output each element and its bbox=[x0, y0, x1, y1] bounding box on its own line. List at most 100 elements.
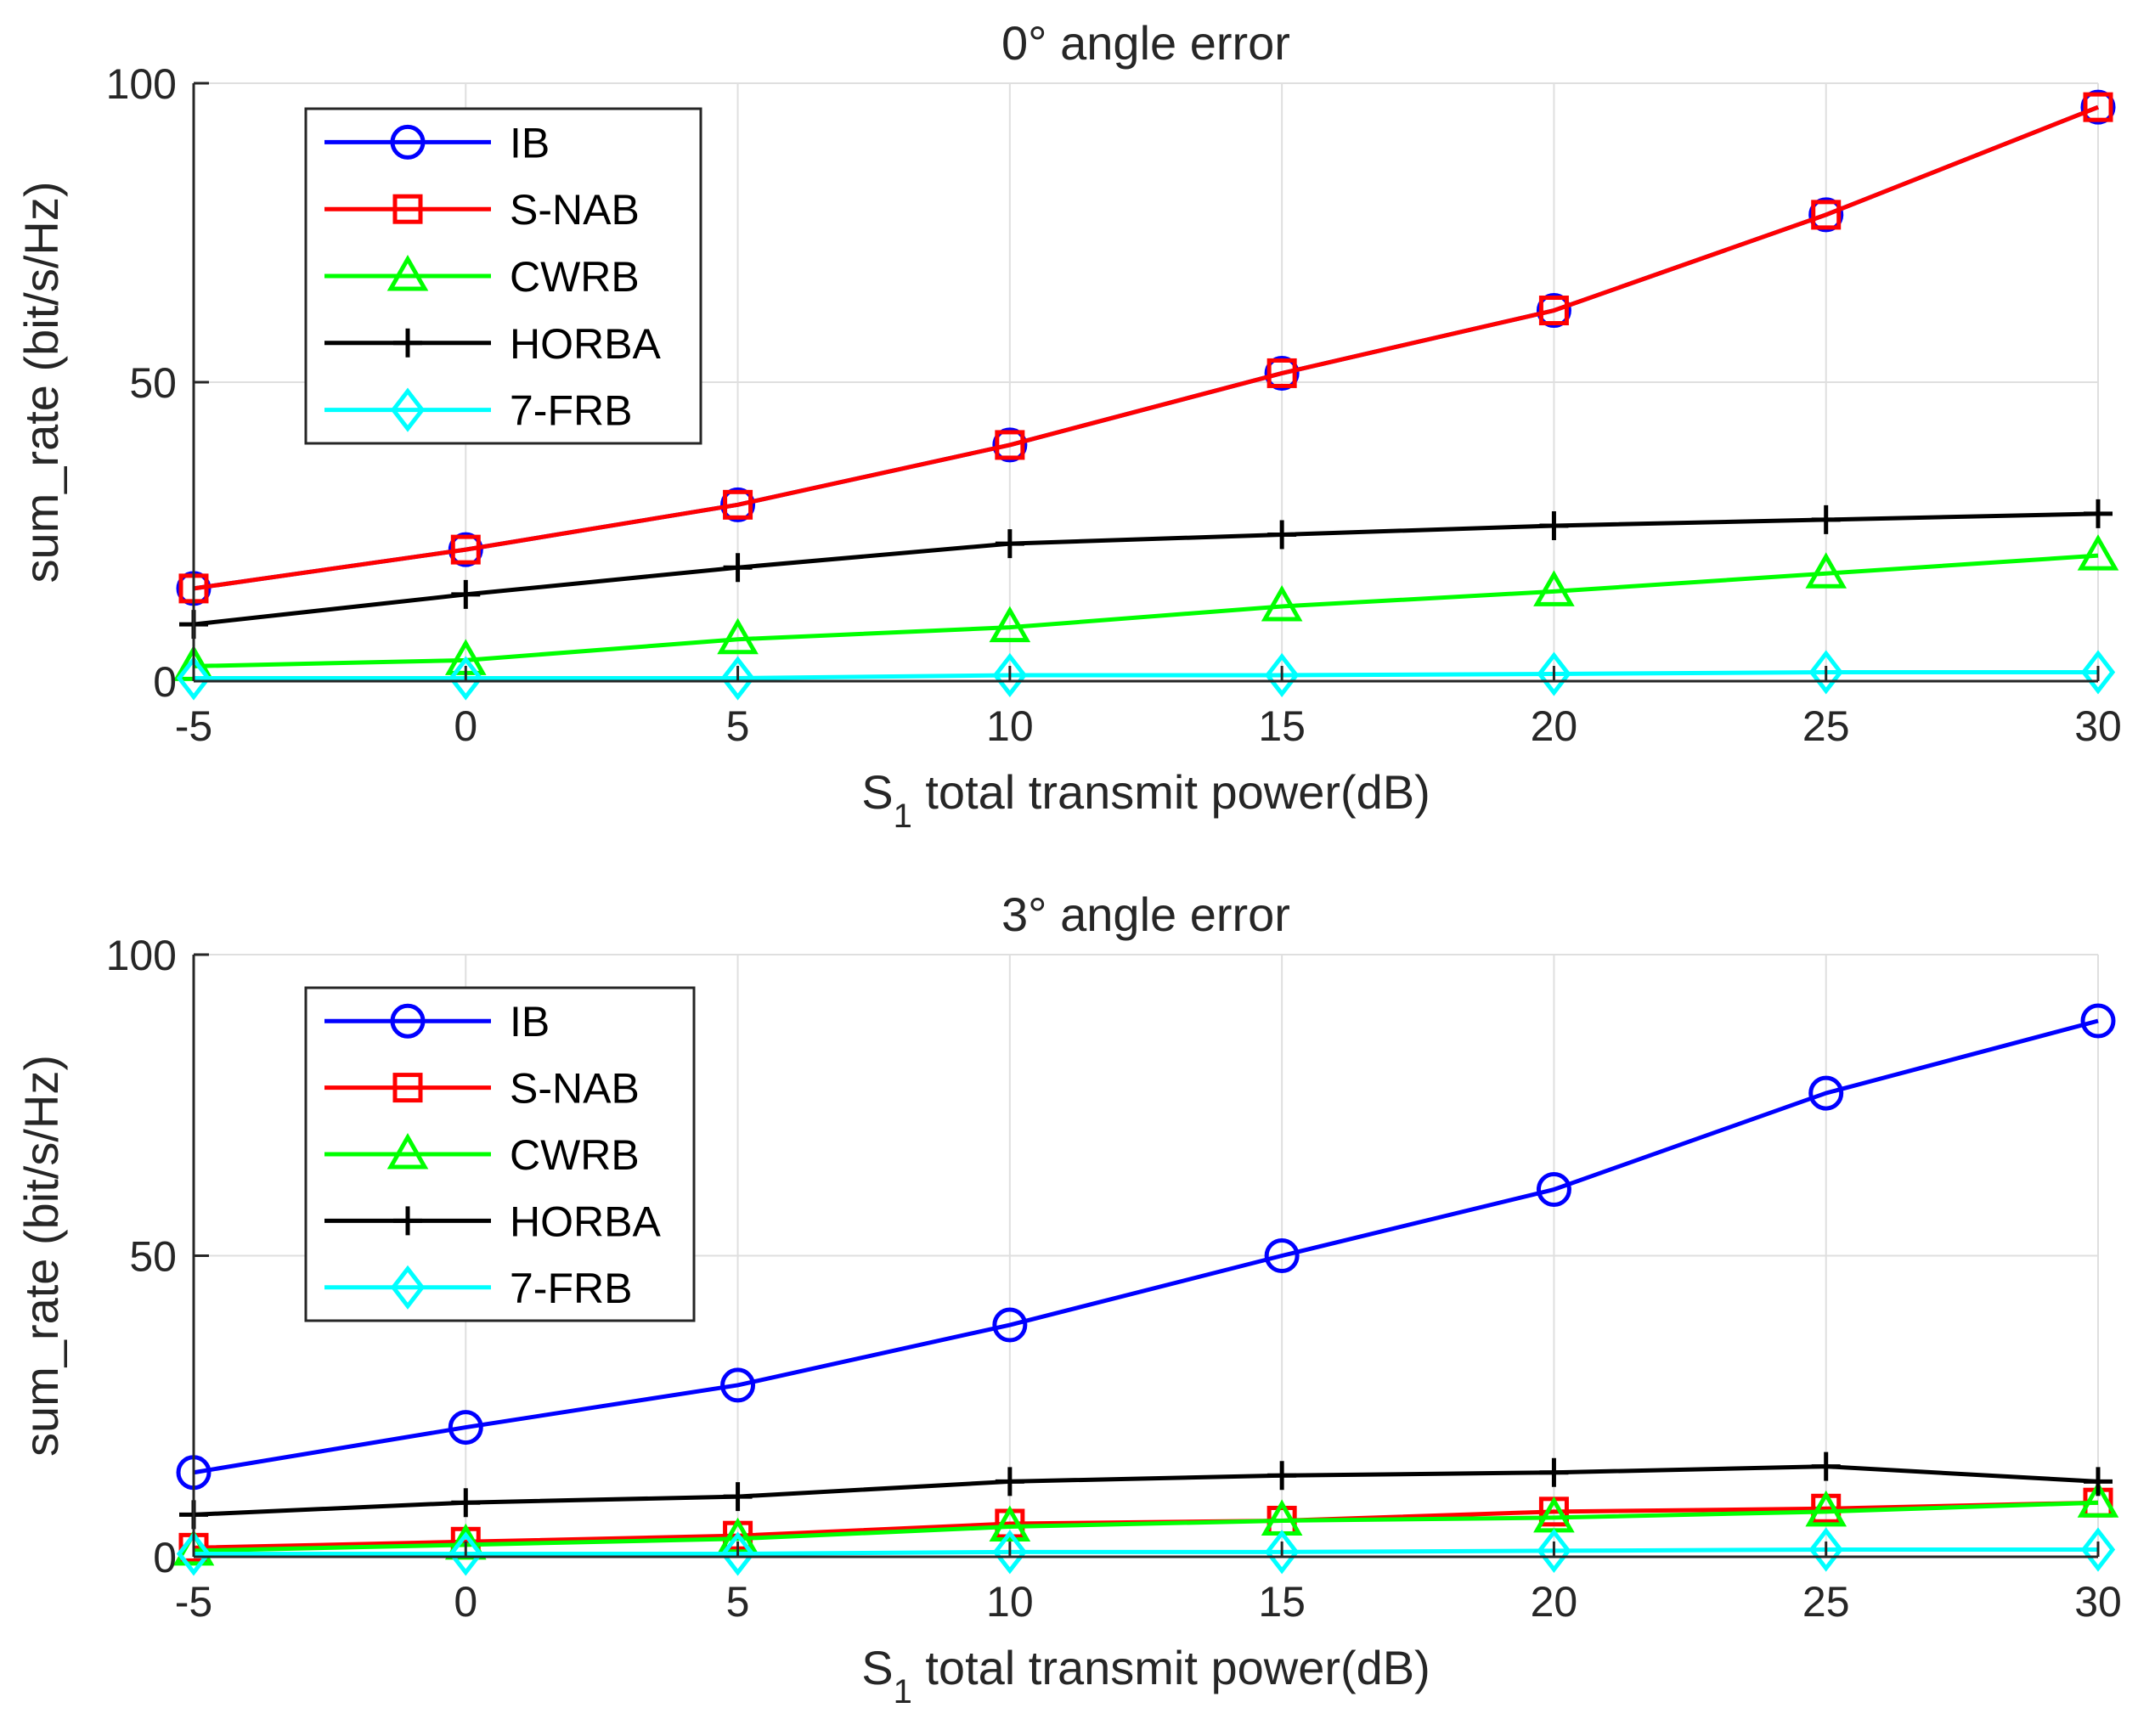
x-tick-label: 15 bbox=[1258, 702, 1306, 750]
data-point-horba bbox=[451, 1488, 481, 1518]
data-point-7-frb bbox=[1808, 650, 1843, 695]
data-point-horba bbox=[1267, 520, 1297, 550]
x-tick-label: 20 bbox=[1531, 702, 1578, 750]
x-tick-label: 0 bbox=[454, 1578, 477, 1626]
data-point-7-frb bbox=[176, 1531, 212, 1576]
data-point-ib bbox=[1536, 293, 1571, 329]
series-line-horba bbox=[193, 511, 2099, 627]
data-point-cwrb bbox=[989, 606, 1031, 643]
data-point-cwrb bbox=[2077, 1481, 2119, 1518]
data-point-7-frb bbox=[448, 1531, 483, 1576]
data-point-ib bbox=[1264, 1238, 1300, 1273]
legend-marker-7-frb bbox=[390, 387, 426, 432]
x-tick-label: -5 bbox=[175, 1578, 212, 1626]
x-tick-label: -5 bbox=[175, 702, 212, 750]
x-axis-label-rest: total transmit power(dB) bbox=[912, 1641, 1430, 1694]
data-point-ib bbox=[1808, 1075, 1844, 1111]
data-point-7-frb bbox=[2080, 650, 2116, 695]
legend-marker-cwrb bbox=[386, 254, 429, 291]
data-point-s-nab bbox=[450, 534, 481, 565]
x-axis-label-rest: total transmit power(dB) bbox=[912, 765, 1430, 819]
data-point-horba bbox=[723, 553, 753, 583]
data-point-horba bbox=[2084, 499, 2113, 528]
series-line-cwrb bbox=[193, 1500, 2099, 1553]
y-axis-label: sum_rate (bit/s/Hz) bbox=[14, 182, 68, 583]
y-tick-label: 100 bbox=[106, 60, 177, 108]
data-point-cwrb bbox=[1805, 1490, 1847, 1527]
legend: IB S-NAB CWRB HORBA 7-FRB bbox=[304, 986, 696, 1322]
data-point-horba bbox=[2084, 1467, 2113, 1496]
data-point-horba bbox=[1811, 1451, 1841, 1481]
data-point-ib bbox=[1808, 197, 1844, 233]
legend-marker-horba bbox=[393, 328, 422, 358]
y-tick-label: 100 bbox=[106, 932, 177, 979]
data-point-horba bbox=[995, 1467, 1024, 1496]
x-tick-label: 5 bbox=[726, 1578, 750, 1626]
x-tick-label: 15 bbox=[1258, 1578, 1306, 1626]
data-point-ib bbox=[720, 487, 756, 522]
legend-label-ib: IB bbox=[510, 998, 550, 1046]
series-line-cwrb bbox=[193, 553, 2099, 668]
legend-marker-7-frb bbox=[390, 1265, 426, 1310]
data-point-s-nab bbox=[2083, 92, 2113, 122]
legend-marker-s-nab bbox=[392, 194, 423, 224]
x-tick-label: 10 bbox=[986, 702, 1034, 750]
data-point-ib bbox=[1264, 355, 1300, 391]
data-point-7-frb bbox=[2080, 1527, 2116, 1572]
data-point-ib bbox=[448, 1410, 483, 1446]
y-tick-label: 50 bbox=[129, 1233, 177, 1281]
y-tick-label: 0 bbox=[153, 658, 177, 706]
data-point-ib bbox=[992, 427, 1028, 463]
data-point-s-nab bbox=[1811, 200, 1842, 230]
data-point-horba bbox=[1811, 504, 1841, 534]
x-axis-label-subscript: 1 bbox=[894, 1673, 912, 1711]
data-point-7-frb bbox=[720, 1531, 755, 1576]
legend-marker-horba bbox=[393, 1206, 422, 1236]
data-point-7-frb bbox=[1537, 651, 1571, 696]
legend-label-7-frb: 7-FRB bbox=[510, 1265, 632, 1312]
data-point-ib bbox=[2080, 1003, 2116, 1039]
series-line-7-frb bbox=[194, 669, 2098, 680]
x-tick-label: 25 bbox=[1802, 1578, 1850, 1626]
x-tick-label: 25 bbox=[1802, 702, 1850, 750]
series-line-ib bbox=[193, 1018, 2099, 1475]
data-point-7-frb bbox=[992, 652, 1028, 698]
data-point-ib bbox=[448, 532, 483, 567]
legend-marker-cwrb bbox=[386, 1132, 429, 1170]
series-line-horba bbox=[193, 1464, 2099, 1517]
data-point-horba bbox=[995, 529, 1024, 559]
legend-label-cwrb: CWRB bbox=[510, 1131, 640, 1179]
data-point-ib bbox=[720, 1367, 756, 1403]
data-point-horba bbox=[1539, 510, 1569, 540]
x-tick-label: 20 bbox=[1531, 1578, 1578, 1626]
legend-label-s-nab: S-NAB bbox=[510, 1065, 640, 1113]
data-point-7-frb bbox=[720, 656, 755, 701]
data-point-cwrb bbox=[1533, 570, 1575, 606]
data-point-ib bbox=[992, 1307, 1028, 1343]
x-axis-label: S1 total transmit power(dB) bbox=[861, 1641, 1430, 1711]
y-axis-label: sum_rate (bit/s/Hz) bbox=[14, 1055, 68, 1457]
x-axis-label-main: S bbox=[861, 1641, 893, 1694]
legend-label-s-nab: S-NAB bbox=[510, 186, 640, 234]
y-tick-label: 50 bbox=[129, 359, 177, 407]
data-point-cwrb bbox=[717, 617, 759, 655]
x-tick-label: 5 bbox=[726, 702, 750, 750]
legend: IB S-NAB CWRB HORBA 7-FRB bbox=[304, 107, 702, 445]
data-point-s-nab bbox=[995, 430, 1025, 460]
chart-title: 0° angle error bbox=[1001, 16, 1290, 70]
x-tick-label: 0 bbox=[454, 702, 477, 750]
data-point-horba bbox=[1539, 1457, 1569, 1487]
x-axis-label-subscript: 1 bbox=[894, 798, 912, 835]
data-point-cwrb bbox=[1805, 552, 1847, 589]
legend-marker-ib bbox=[390, 1003, 426, 1039]
data-point-7-frb bbox=[1264, 652, 1300, 698]
data-point-ib bbox=[2080, 89, 2116, 125]
x-axis-label-main: S bbox=[861, 765, 893, 819]
data-point-7-frb bbox=[1537, 1528, 1571, 1573]
data-point-ib bbox=[1536, 1172, 1571, 1208]
legend-label-7-frb: 7-FRB bbox=[510, 387, 632, 435]
data-point-7-frb bbox=[448, 656, 483, 701]
